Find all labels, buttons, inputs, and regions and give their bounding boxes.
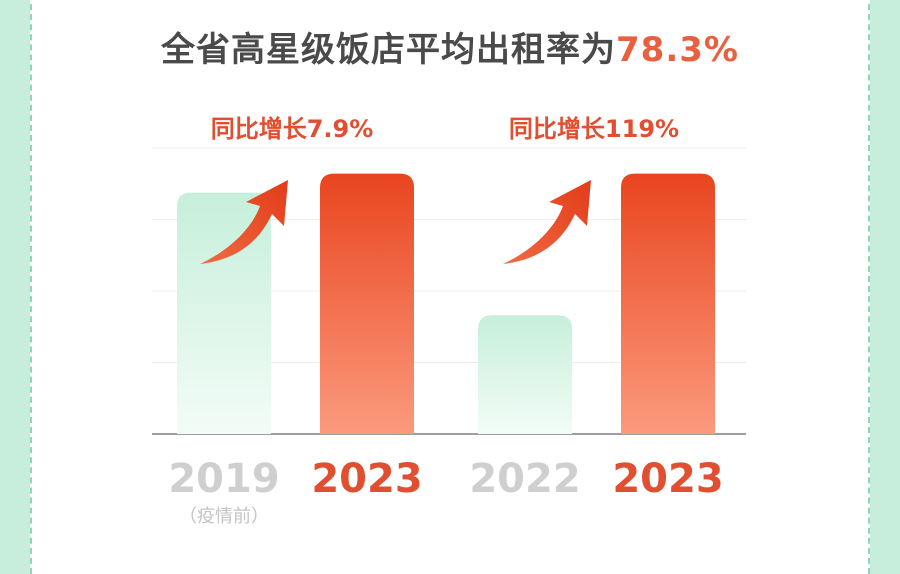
x-tick-label: 2022 xyxy=(469,456,580,502)
content-panel xyxy=(30,0,870,574)
bar-group-2: 2022 2023 同比增长119% xyxy=(469,115,723,502)
bar-2023-current xyxy=(621,173,715,434)
bar-2023-current xyxy=(320,173,414,434)
growth-annotation: 同比增长7.9% xyxy=(211,115,374,143)
x-tick-note: （疫情前） xyxy=(179,506,269,527)
growth-arrow-icon xyxy=(503,180,591,264)
x-tick-label: 2023 xyxy=(612,456,723,502)
bar-2019-previous xyxy=(177,192,271,434)
title-text: 全省高星级饭店平均出租率为 xyxy=(161,30,617,70)
bar-group-1: 2019 （疫情前） 2023 同比增长7.9% xyxy=(168,115,422,527)
x-tick-label: 2023 xyxy=(311,456,422,502)
bar-2022-previous xyxy=(478,315,572,434)
page-title: 全省高星级饭店平均出租率为78.3% xyxy=(0,22,900,71)
title-highlight-value: 78.3% xyxy=(616,30,739,70)
growth-annotation: 同比增长119% xyxy=(509,115,679,143)
x-tick-label: 2019 xyxy=(168,456,279,502)
growth-arrow-icon xyxy=(200,180,288,264)
chart-groups: 2019 （疫情前） 2023 同比增长7.9% 2022 2023 同比增长119% xyxy=(168,115,723,527)
